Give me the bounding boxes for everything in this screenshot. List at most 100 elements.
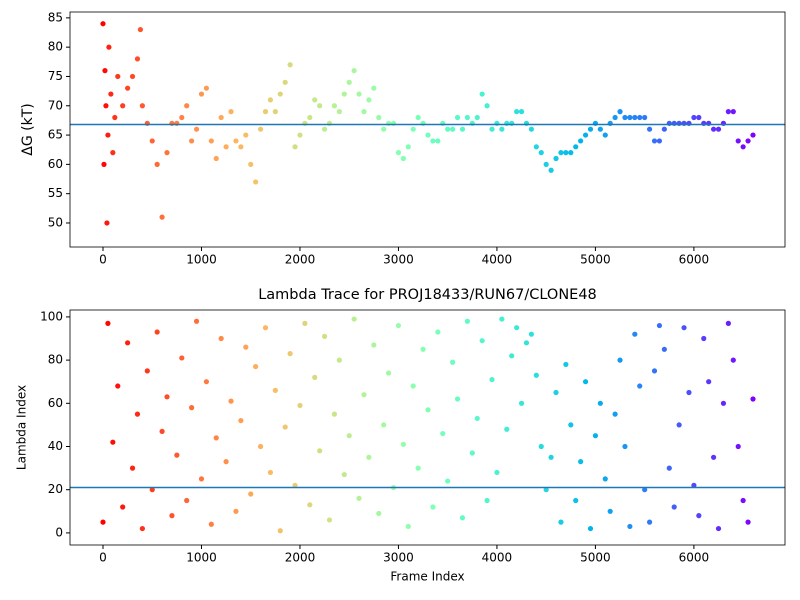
y-tick-label: 85 [48,10,63,24]
point [341,91,347,97]
point [336,109,342,115]
point [568,422,574,428]
point [302,320,308,326]
point [706,379,712,385]
point [137,26,144,33]
point [661,346,667,352]
y-tick-label: 55 [48,186,63,200]
point [110,439,116,445]
point [169,513,175,519]
point [499,316,505,322]
point [110,150,116,156]
point [464,318,470,324]
point [740,497,746,504]
point [106,44,112,50]
point [538,443,544,450]
point [400,441,406,447]
point [548,454,554,460]
point [518,400,525,406]
x-tick-label: 1000 [186,551,217,565]
point [454,396,461,402]
point [317,448,323,454]
x-axis-label: Frame Index [390,570,464,584]
point [691,114,697,121]
x-tick-label: 4000 [482,551,513,565]
point [174,452,180,458]
point [356,91,362,97]
point [479,91,485,97]
axes-frame [69,11,786,248]
point [632,114,638,121]
point [139,525,145,532]
point [262,325,269,331]
y-tick-label: 75 [48,69,63,83]
point [125,340,131,346]
point [149,487,155,493]
point [696,114,702,121]
point [129,73,136,80]
point [410,126,416,132]
point [371,342,377,348]
x-tick-label: 2000 [285,551,316,565]
point [681,325,687,331]
point [100,21,106,27]
point [642,114,648,121]
point [671,504,677,510]
point [484,103,490,109]
point [617,357,623,363]
point [203,85,210,91]
point [622,114,628,121]
point [514,109,520,115]
point [223,459,229,465]
point [469,450,475,456]
point [563,150,569,156]
point [637,114,643,121]
point [257,443,264,450]
point [445,126,451,132]
point [267,469,274,476]
point [154,161,160,167]
point [632,331,638,337]
point [454,114,461,121]
point [543,161,549,167]
x-tick-label: 0 [99,551,107,565]
point [361,109,367,115]
point [430,504,436,510]
point [102,68,108,74]
point [405,144,411,150]
point [376,510,382,517]
point [154,329,160,335]
point [745,138,751,144]
point [489,376,495,383]
x-tick-label: 4000 [482,253,513,267]
point [159,214,165,220]
x-tick-label: 0 [99,253,107,267]
point [474,114,480,121]
point [312,374,318,380]
point [696,513,702,519]
point [538,150,544,156]
point [710,126,717,132]
point [395,150,402,156]
point [415,465,421,471]
point [656,322,663,329]
x-tick-label: 3000 [383,253,414,267]
point [661,126,667,132]
point [730,357,736,363]
x-tick-label: 2000 [285,253,316,267]
point [292,482,298,488]
point [248,161,254,167]
point [587,126,594,132]
point [262,109,269,115]
point [139,103,145,109]
point [317,103,323,109]
point [282,79,288,85]
y-tick-label: 60 [48,396,63,410]
point [238,417,244,424]
point [267,97,274,103]
point [164,394,170,400]
point [385,370,392,376]
point [484,497,490,504]
x-tick-label: 6000 [679,551,710,565]
point [287,62,293,68]
